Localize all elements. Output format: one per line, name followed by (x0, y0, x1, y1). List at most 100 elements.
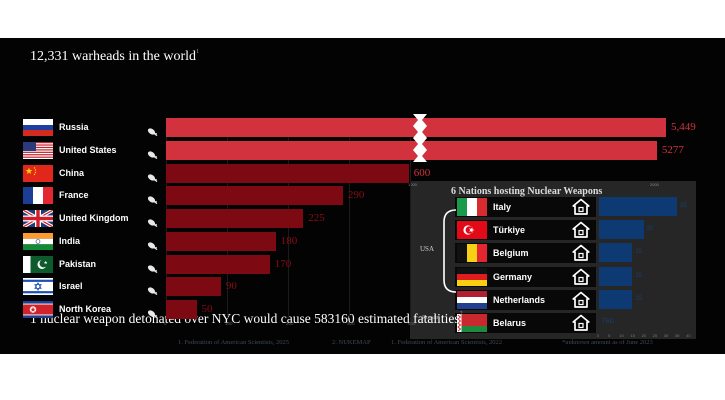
axis-break-marker (413, 114, 427, 162)
inset-label-italy: Italy (493, 202, 512, 212)
inset-tick-15: 15 (630, 333, 635, 338)
inset-label-belgium: Belgium (493, 248, 529, 259)
flag-russia (23, 119, 53, 136)
flag-china (23, 164, 53, 182)
bomb-icon (146, 123, 158, 137)
flag-pakistan (23, 255, 53, 273)
house-icon (572, 314, 590, 332)
inset-tick-5: 5 (608, 333, 611, 338)
bomb-icon (146, 282, 158, 296)
category-label-china: China (59, 167, 85, 178)
flag-north-korea-graphic (23, 301, 53, 318)
flag-united-kingdom-graphic (23, 210, 53, 227)
bomb-icon (146, 305, 158, 319)
inset-flag-germany-graphic (457, 267, 487, 286)
category-label-north-korea: North Korea (59, 304, 112, 314)
category-label-india: India (59, 235, 81, 246)
bar-india (166, 231, 276, 251)
flag-pakistan-graphic (23, 255, 53, 273)
inset-value-belarus: TBD (602, 319, 614, 325)
flag-india-graphic (23, 232, 53, 250)
category-label-united-states: United States (59, 144, 117, 155)
house-icon (572, 268, 590, 286)
inset-value-tu-rkiye: 20 (646, 226, 654, 233)
category-label-russia: Russia (59, 122, 89, 132)
inset-flag-netherlands-graphic (457, 290, 487, 309)
frame-bottom (0, 354, 725, 400)
flag-india (23, 232, 53, 250)
inset-bar-netherlands (599, 289, 633, 309)
inset-tick-35: 35 (675, 333, 680, 338)
inset-value-netherlands: 15 (635, 295, 643, 302)
flag-france-graphic (23, 187, 53, 205)
inset-label-netherlands: Netherlands (493, 294, 546, 305)
flag-north-korea (23, 301, 53, 318)
inset-flag-italy-graphic (457, 198, 487, 216)
bomb-icon (146, 146, 158, 159)
bomb-icon (146, 169, 158, 182)
tick-label-300: 300 (347, 321, 355, 326)
value-label-united-kingdom: 225 (308, 212, 325, 224)
inset-label-belarus: Belarus (493, 318, 527, 328)
inset-value-germany: 15 (635, 272, 643, 279)
frame-top (0, 0, 725, 38)
house-icon (572, 291, 590, 309)
flag-china-graphic (23, 164, 53, 182)
footnote-1: 1. Federation of American Scientists, 20… (178, 339, 290, 346)
bomb-icon (146, 237, 158, 250)
nyc-statement: 1 nuclear weapon detonated over NYC woul… (30, 311, 463, 327)
bomb-icon (146, 214, 158, 228)
top-tick-1000: 1000 (408, 182, 417, 187)
value-label-india: 180 (280, 234, 298, 247)
grid-line-400 (410, 118, 411, 318)
tick-label-400: 400 (408, 321, 416, 326)
house-icon (572, 198, 590, 216)
flag-france (23, 187, 53, 205)
value-label-israel: 90 (225, 280, 237, 293)
category-label-pakistan: Pakistan (59, 258, 97, 269)
inset-flag-tu-rkiye (457, 221, 487, 240)
inset-row-netherlands (455, 289, 596, 310)
bar-israel (166, 277, 221, 297)
inset-row-italy (455, 197, 596, 217)
inset-label-germany: Germany (493, 271, 533, 282)
usa-bracket (443, 209, 457, 293)
inset-tick-40: 40 (686, 333, 691, 338)
bar-pakistan (166, 254, 270, 274)
inset-tick-10: 10 (619, 333, 624, 338)
footnote-3: 1. Federation of American Scientists, 20… (391, 339, 503, 346)
bar-north-korea (166, 300, 197, 319)
value-label-china: 600 (413, 166, 431, 179)
nyc-ref: 2 (459, 311, 463, 317)
inset-flag-belarus-graphic (457, 314, 487, 332)
infographic-panel: 12,331 warheads in the world1 6 Nations … (0, 38, 725, 354)
flag-israel (23, 278, 53, 296)
group-label-russia: Russia (422, 315, 439, 321)
inset-value-belgium: 15 (635, 249, 643, 256)
bomb-icon (146, 260, 158, 273)
top-tick-2000: 2000 (650, 182, 659, 187)
nyc-text: 1 nuclear weapon detonated over NYC woul… (30, 311, 460, 326)
category-label-israel: Israel (59, 281, 83, 292)
house-icon (572, 244, 590, 262)
footnote-2: 2. NUKEMAP (332, 339, 371, 346)
inset-tick-25: 25 (652, 333, 658, 338)
inset-row-belgium (455, 243, 596, 264)
inset-bar-tu-rkiye (599, 220, 644, 240)
bar-united-kingdom (166, 209, 304, 228)
grid-line-300 (349, 118, 350, 318)
group-label-usa: USA (420, 245, 435, 253)
inset-title: 6 Nations hosting Nuclear Weapons (451, 186, 603, 197)
category-label-france: France (59, 190, 89, 201)
inset-flag-netherlands (457, 290, 487, 309)
headline-ref: 1 (196, 49, 200, 55)
inset-row-tu-rkiye (455, 220, 596, 241)
value-label-united-states: 5277 (661, 143, 684, 156)
flag-united-kingdom (23, 210, 53, 227)
tick-label-100: 100 (225, 321, 233, 326)
bar-china (166, 163, 409, 183)
inset-flag-italy (457, 198, 487, 216)
inset-flag-belgium (457, 244, 487, 263)
flag-united-states-graphic (23, 141, 53, 159)
inset-tick-20: 20 (641, 333, 647, 338)
